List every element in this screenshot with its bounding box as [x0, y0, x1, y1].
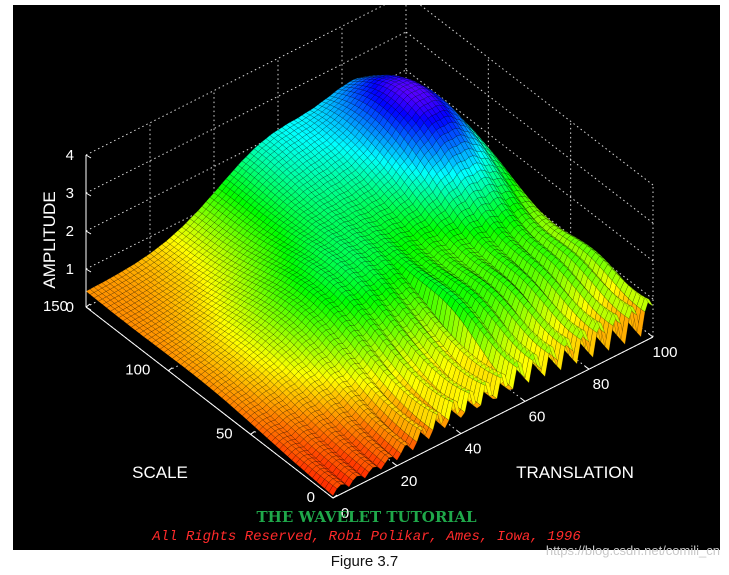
- translation-tick: [392, 462, 398, 467]
- translation-tick-label: 80: [593, 376, 610, 393]
- translation-tick-label: 60: [529, 408, 546, 425]
- amplitude-tick-label: 3: [66, 185, 74, 202]
- tutorial-title: THE WAVELET TUTORIAL: [256, 508, 477, 526]
- amplitude-tick: [85, 154, 92, 159]
- grid-line: [85, 5, 386, 156]
- grid-line: [85, 31, 407, 194]
- grid-line: [85, 107, 407, 270]
- scale-tick: [85, 303, 91, 308]
- translation-tick: [328, 494, 334, 499]
- amplitude-tick: [85, 268, 92, 273]
- translation-tick-label: 40: [465, 441, 482, 458]
- scale-tick: [168, 367, 173, 372]
- amplitude-tick: [85, 230, 92, 235]
- scale-tick-label: 100: [125, 362, 150, 379]
- amplitude-axis-title: AMPLITUDE: [40, 191, 59, 288]
- translation-tick: [456, 430, 462, 435]
- translation-tick: [648, 333, 654, 338]
- amplitude-tick-label: 1: [66, 261, 74, 278]
- translation-tick-label: 100: [652, 344, 677, 361]
- translation-tick: [584, 365, 590, 370]
- translation-tick-label: 20: [401, 473, 418, 490]
- scale-tick-label: 150: [43, 298, 68, 315]
- amplitude-tick-label: 4: [66, 147, 74, 164]
- scale-axis-title: SCALE: [132, 463, 188, 482]
- scale-tick-label: 50: [216, 425, 233, 442]
- translation-axis-title: TRANSLATION: [516, 463, 634, 482]
- scale-tick-label: 0: [307, 489, 315, 506]
- amplitude-tick: [85, 192, 92, 197]
- scale-tick: [250, 430, 255, 435]
- figure-panel: 0 20 40 60 80 100 0 50 100 150 0 1 2 3 4 TRANSLATION SCA…: [13, 5, 720, 550]
- figure-caption: Figure 3.7: [330, 553, 399, 570]
- surface-mesh: [85, 74, 654, 496]
- amplitude-tick-label: 0: [66, 299, 74, 316]
- amplitude-tick-label: 2: [66, 223, 74, 240]
- surface-plot: 02040608010005010015001234TRANSLATIONSCA…: [40, 5, 678, 522]
- translation-tick: [520, 397, 526, 402]
- grid-line: [85, 69, 407, 232]
